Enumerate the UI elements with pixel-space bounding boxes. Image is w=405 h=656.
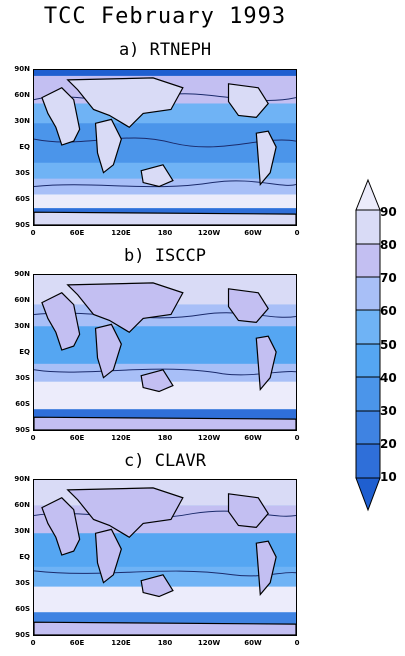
panel-b-title: b) ISCCP (124, 246, 206, 266)
colorbar (355, 178, 381, 512)
lon-label: 60E (69, 434, 85, 442)
colorbar-label: 90 (380, 205, 397, 219)
lat-label: 30S (15, 169, 30, 177)
lon-label: 120W (197, 434, 221, 442)
colorbar-label: 20 (380, 437, 397, 451)
lon-label: 0 (294, 229, 300, 237)
lon-label: 60W (244, 229, 262, 237)
lon-label: 120W (197, 639, 221, 647)
map-panel-a (33, 69, 297, 226)
colorbar-label: 80 (380, 238, 397, 252)
lat-label: EQ (19, 553, 30, 561)
lat-label: 60S (15, 195, 30, 203)
lon-label: 180 (157, 434, 173, 442)
lat-label: 30N (14, 117, 30, 125)
lat-label: 60N (14, 296, 30, 304)
lon-label: 0 (30, 229, 36, 237)
lat-label: 30N (14, 322, 30, 330)
lon-label: 60E (69, 229, 85, 237)
lon-label: 120E (111, 229, 131, 237)
lon-label: 120E (111, 434, 131, 442)
lon-label: 60E (69, 639, 85, 647)
lat-label: 30S (15, 579, 30, 587)
lon-label: 0 (30, 639, 36, 647)
colorbar-label: 40 (380, 371, 397, 385)
lon-label: 180 (157, 229, 173, 237)
lat-label: 30S (15, 374, 30, 382)
colorbar-label: 50 (380, 338, 397, 352)
lon-label: 0 (294, 434, 300, 442)
lat-label: 90S (15, 221, 30, 229)
lat-label: 60S (15, 605, 30, 613)
lat-label: 90N (14, 475, 30, 483)
lon-label: 120W (197, 229, 221, 237)
colorbar-label: 30 (380, 404, 397, 418)
lat-label: 90S (15, 631, 30, 639)
lon-label: 180 (157, 639, 173, 647)
lon-label: 60W (244, 434, 262, 442)
lat-label: 90S (15, 426, 30, 434)
panel-c-title: c) CLAVR (124, 451, 206, 471)
lat-label: 60S (15, 400, 30, 408)
lon-label: 0 (294, 639, 300, 647)
panel-a-title: a) RTNEPH (118, 40, 212, 60)
lat-label: EQ (19, 143, 30, 151)
lat-label: 90N (14, 65, 30, 73)
figure-title: TCC February 1993 (43, 4, 287, 29)
lat-label: 30N (14, 527, 30, 535)
colorbar-label: 10 (380, 470, 397, 484)
lat-label: 90N (14, 270, 30, 278)
lon-label: 120E (111, 639, 131, 647)
lat-label: EQ (19, 348, 30, 356)
lon-label: 60W (244, 639, 262, 647)
lat-label: 60N (14, 501, 30, 509)
lon-label: 0 (30, 434, 36, 442)
colorbar-label: 70 (380, 271, 397, 285)
map-panel-b (33, 274, 297, 431)
colorbar-label: 60 (380, 304, 397, 318)
map-panel-c (33, 479, 297, 636)
lat-label: 60N (14, 91, 30, 99)
